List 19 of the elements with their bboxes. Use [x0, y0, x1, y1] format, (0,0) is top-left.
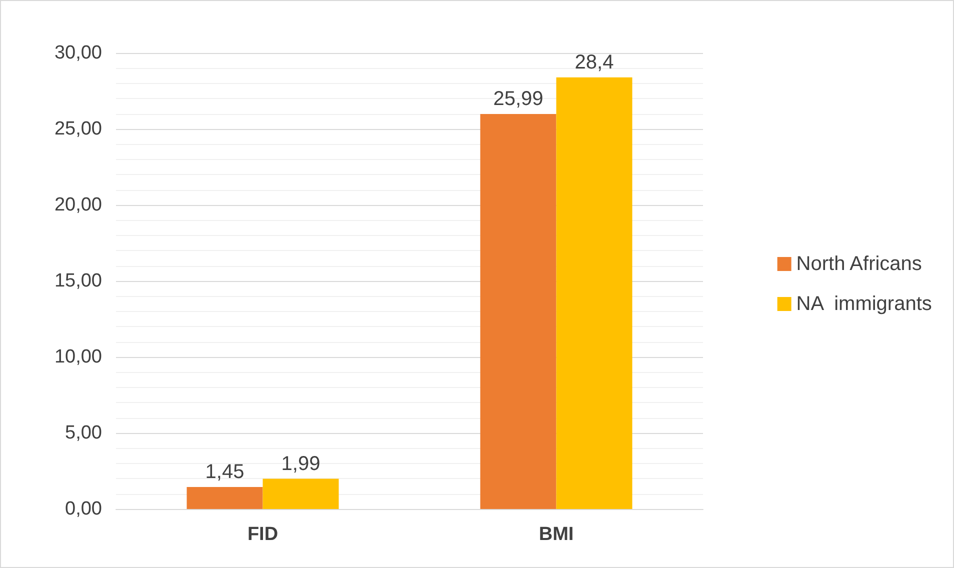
bar [556, 77, 632, 509]
data-label: 28,4 [574, 51, 614, 74]
bar [480, 114, 556, 509]
y-tick-label: 10,00 [54, 346, 102, 368]
bar [262, 478, 339, 509]
y-tick-label: 20,00 [54, 194, 102, 216]
y-tick-label: 0,00 [65, 498, 102, 520]
legend-label: North Africans [796, 253, 922, 275]
y-tick-label: 25,00 [54, 118, 102, 140]
data-label: 25,99 [493, 88, 544, 110]
x-tick-label: FID [247, 524, 278, 545]
y-tick-label: 5,00 [65, 422, 102, 444]
data-label: 1,45 [205, 460, 244, 483]
x-tick-label: BMI [538, 524, 574, 545]
y-tick-label: 15,00 [54, 270, 102, 292]
data-label: 1,99 [281, 452, 320, 475]
bar [186, 486, 263, 509]
y-tick-label: 30,00 [54, 42, 102, 64]
legend-label: NA immigrants [796, 293, 932, 315]
